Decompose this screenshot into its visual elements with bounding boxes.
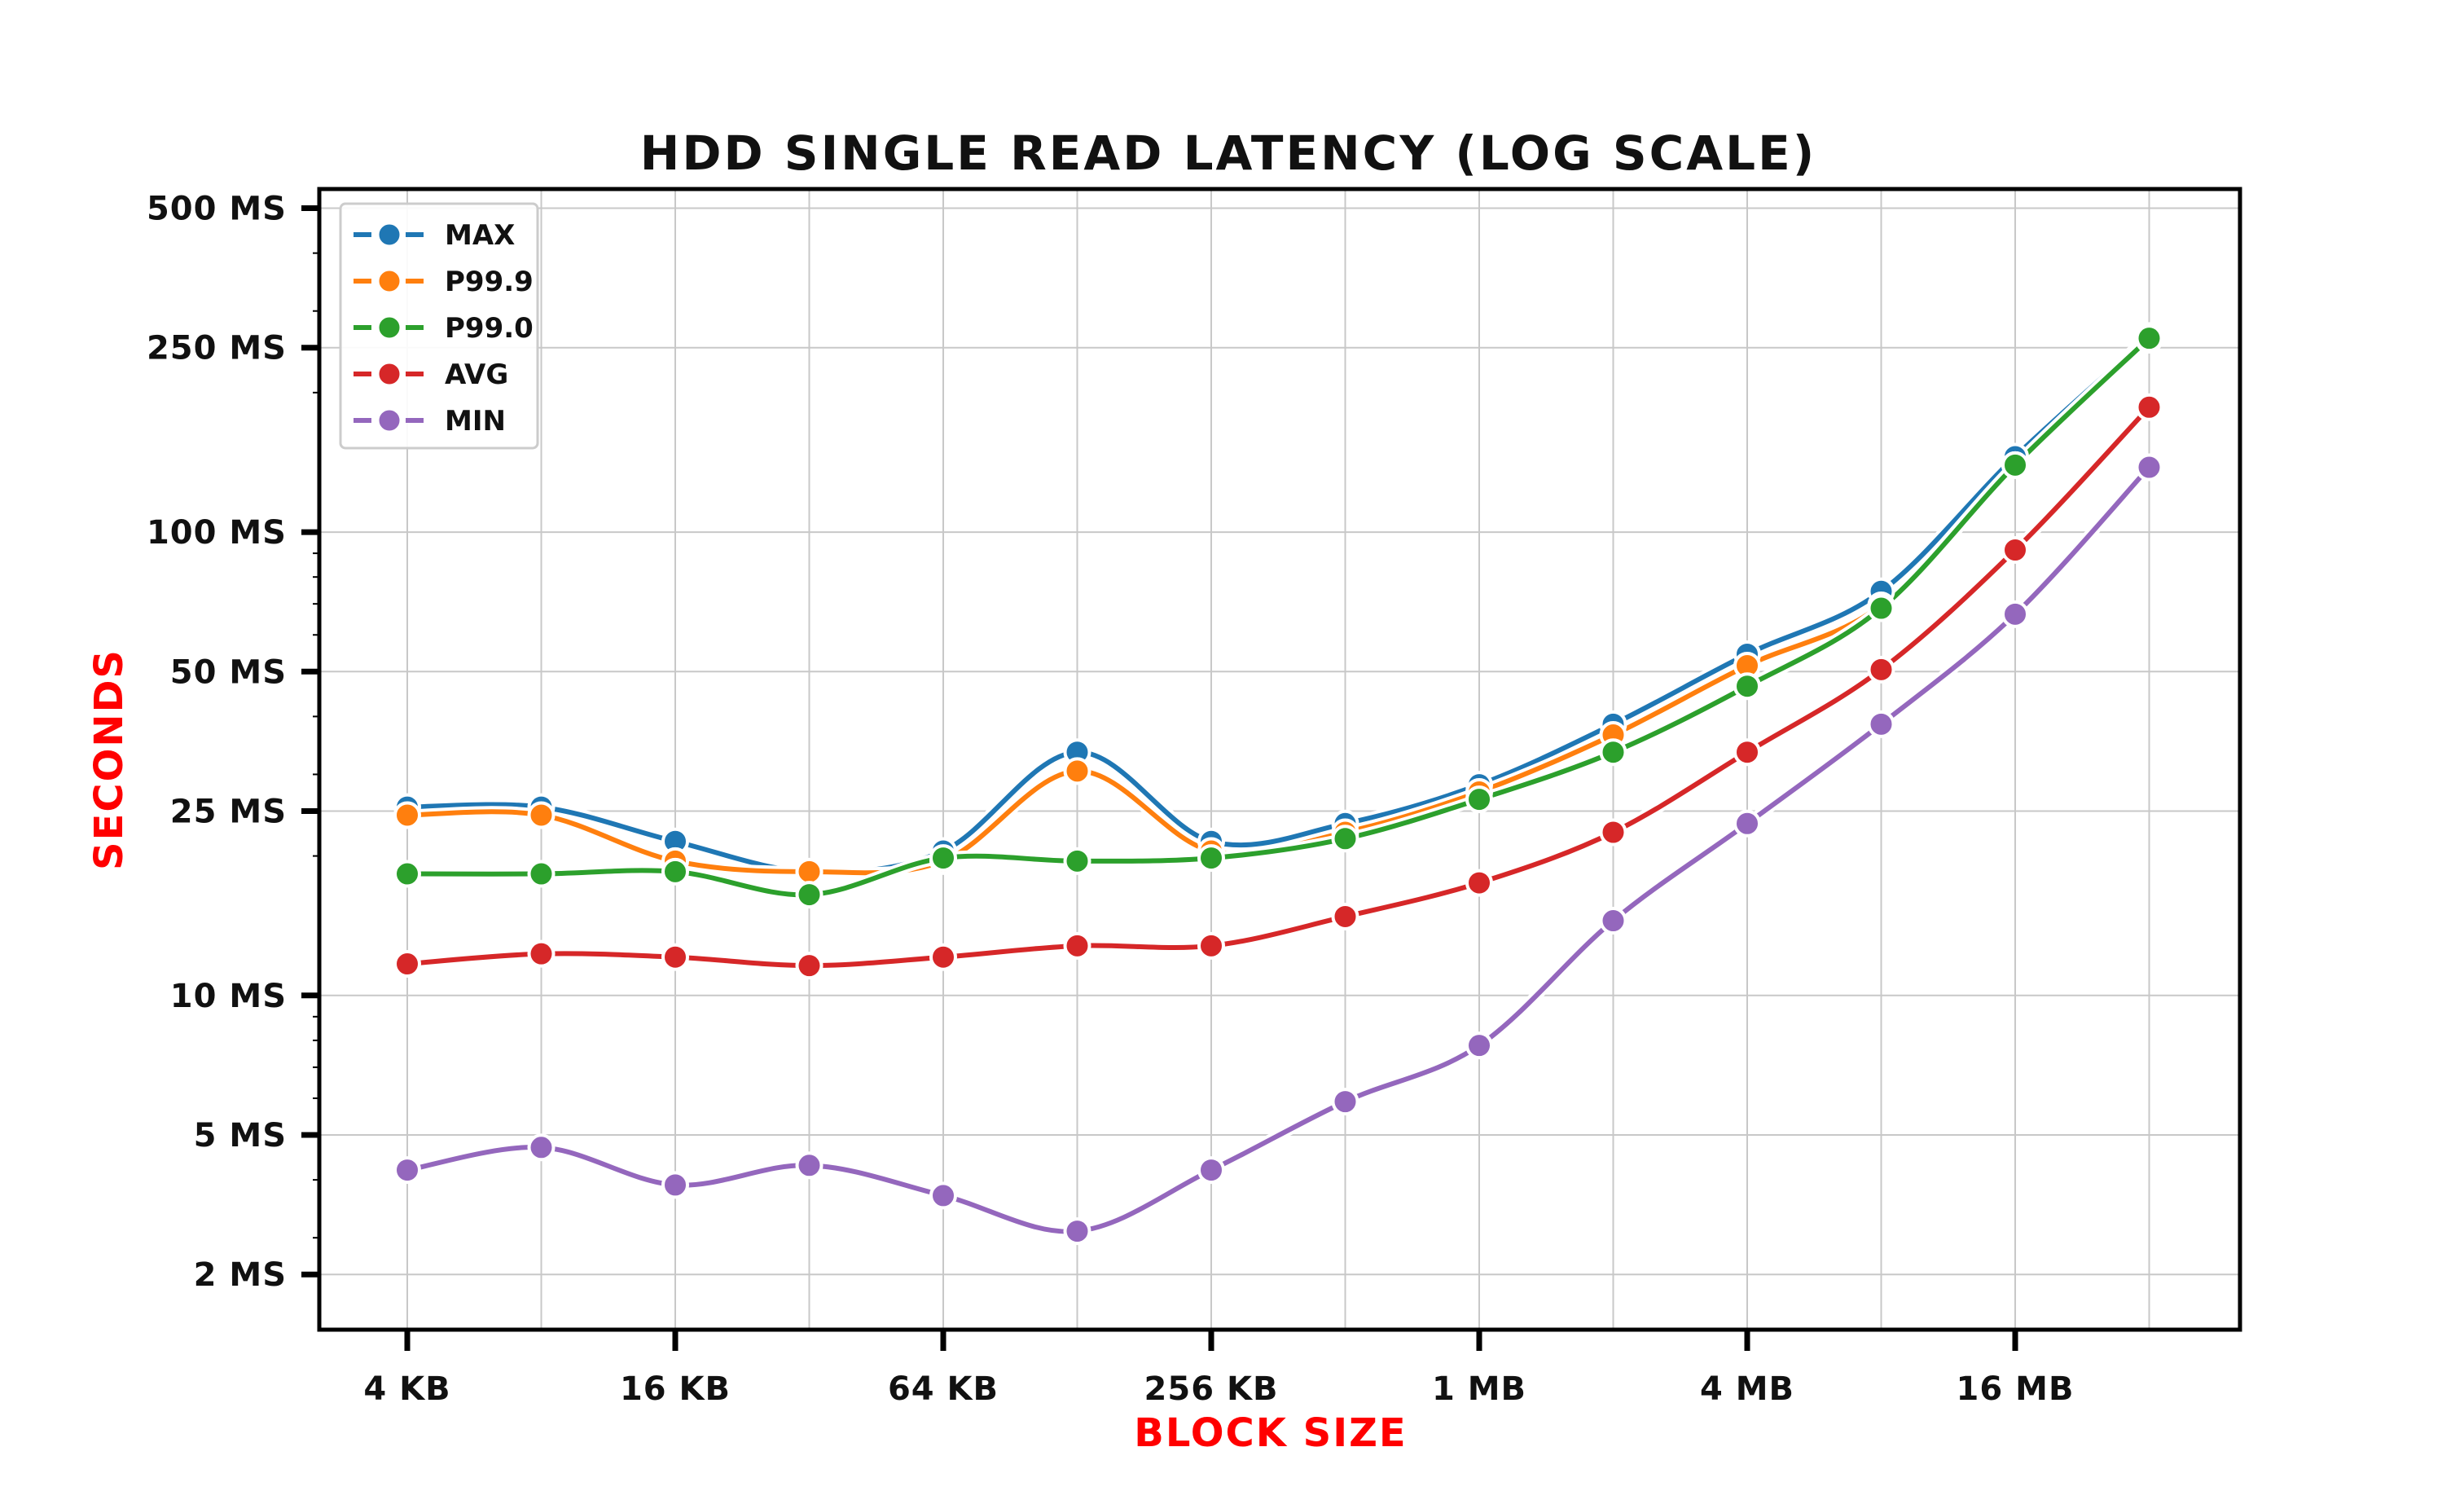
x-tick-label: 16 KB — [620, 1370, 731, 1408]
axis-ticks: 500 MS 250 MS 100 MS 50 MS 25 MS 10 MS 5 MS 2 M… — [147, 191, 2075, 1408]
x-tick-label: 1 MB — [1432, 1370, 1526, 1408]
data-point-min — [393, 1156, 421, 1185]
y-tick-label: 100 MS — [147, 514, 287, 552]
y-tick-label: 2 MS — [194, 1256, 287, 1294]
y-axis-label: SECONDS — [86, 649, 132, 870]
x-axis-label: BLOCK SIZE — [1134, 1410, 1407, 1456]
data-point-avg — [1867, 655, 1895, 684]
legend-marker-min — [376, 407, 402, 433]
data-point-min — [2135, 453, 2163, 482]
x-tick-label: 4 MB — [1700, 1370, 1794, 1408]
data-point-avg — [393, 950, 421, 979]
grid-lines — [319, 189, 2240, 1330]
legend-label-min: MIN — [445, 405, 506, 438]
series-lines — [406, 332, 2154, 1238]
y-tick-label: 500 MS — [147, 191, 287, 228]
legend-marker-avg — [376, 361, 402, 387]
data-point-avg — [661, 943, 689, 971]
plot-frame — [317, 187, 2242, 1332]
legend-label-avg: AVG — [445, 358, 508, 391]
y-tick-label: 5 MS — [194, 1117, 287, 1155]
y-tick-label: 25 MS — [170, 793, 287, 830]
axes-frame — [317, 187, 2242, 1332]
data-point-min — [527, 1133, 556, 1162]
legend-label-max: MAX — [445, 219, 515, 252]
data-point-min — [1733, 809, 1761, 838]
data-point-avg — [795, 952, 824, 980]
x-tick-label: 16 MB — [1957, 1370, 2075, 1408]
chart-title: HDD SINGLE READ LATENCY (LOG SCALE) — [640, 125, 1816, 181]
data-point-min — [1331, 1088, 1359, 1116]
legend-label-p99-0: P99.0 — [445, 312, 534, 345]
data-point-min — [1867, 710, 1895, 738]
x-tick-label: 4 KB — [363, 1370, 450, 1408]
data-point-p99-0 — [929, 844, 957, 873]
data-point-p99-0 — [1867, 594, 1895, 622]
data-point-min — [661, 1171, 689, 1199]
data-point-p99-9 — [1063, 757, 1091, 785]
data-point-p99-0 — [527, 860, 556, 888]
data-point-p99-0 — [1197, 844, 1225, 873]
legend-box — [339, 202, 539, 450]
data-point-p99-0 — [795, 881, 824, 909]
legend-marker-p99-9 — [376, 268, 402, 294]
data-point-avg — [1331, 902, 1359, 930]
data-point-p99-0 — [1733, 672, 1761, 701]
data-point-p99-0 — [661, 857, 689, 886]
data-point-avg — [2001, 536, 2029, 565]
data-point-avg — [929, 943, 957, 971]
y-tick-label: 10 MS — [170, 978, 287, 1015]
legend-marker-max — [376, 222, 402, 248]
series-points — [393, 322, 2163, 1246]
data-point-p99-0 — [1465, 785, 1493, 814]
data-point-avg — [527, 939, 556, 968]
data-point-avg — [1733, 738, 1761, 767]
data-point-avg — [1465, 869, 1493, 897]
data-point-p99-9 — [795, 857, 824, 886]
data-point-p99-0 — [2135, 324, 2163, 353]
legend-label-p99-9: P99.9 — [445, 266, 534, 298]
data-point-min — [1197, 1156, 1225, 1185]
legend-marker-p99-0 — [376, 314, 402, 341]
data-point-p99-0 — [1063, 847, 1091, 875]
data-point-avg — [1197, 931, 1225, 960]
y-tick-label: 50 MS — [170, 653, 287, 691]
data-point-min — [929, 1181, 957, 1210]
data-point-p99-0 — [393, 860, 421, 888]
data-point-p99-0 — [1331, 825, 1359, 853]
y-tick-label: 250 MS — [147, 330, 287, 367]
data-point-min — [2001, 600, 2029, 628]
data-point-min — [795, 1151, 824, 1180]
data-point-p99-9 — [527, 801, 556, 829]
data-point-avg — [1063, 931, 1091, 960]
data-point-avg — [2135, 393, 2163, 421]
data-point-p99-9 — [393, 801, 421, 829]
data-point-p99-0 — [2001, 451, 2029, 479]
x-tick-label: 64 KB — [888, 1370, 999, 1408]
data-point-avg — [1599, 818, 1627, 847]
x-tick-label: 256 KB — [1144, 1370, 1279, 1408]
data-point-min — [1465, 1031, 1493, 1060]
data-point-min — [1063, 1217, 1091, 1246]
data-point-min — [1599, 907, 1627, 935]
data-point-p99-0 — [1599, 738, 1627, 767]
legend: MAX P99.9 P99.0 AVG MIN — [339, 202, 539, 450]
